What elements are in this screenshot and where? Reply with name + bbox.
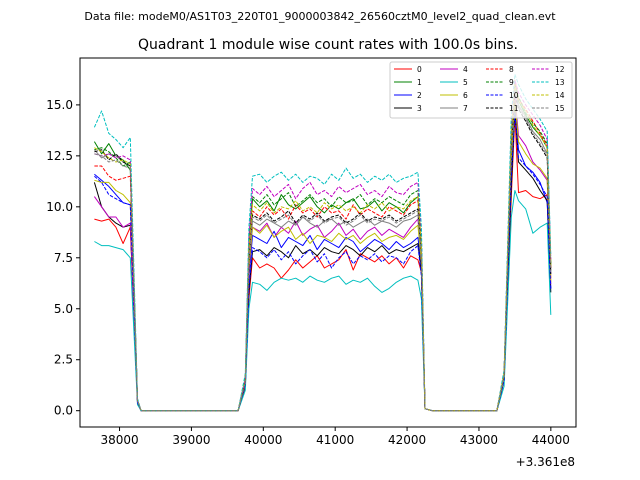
x-tick-label: 43000 (460, 433, 498, 447)
x-tick-label: 38000 (100, 433, 138, 447)
chart-title: Quadrant 1 module wise count rates with … (138, 37, 518, 53)
series-line-15 (94, 90, 552, 412)
legend-label-4: 4 (463, 65, 468, 74)
x-tick-label: 41000 (316, 433, 354, 447)
legend-label-7: 7 (463, 104, 468, 113)
legend-label-11: 11 (509, 104, 519, 113)
legend-label-6: 6 (463, 91, 468, 100)
legend-label-0: 0 (417, 65, 422, 74)
legend-label-15: 15 (555, 104, 565, 113)
x-tick-label: 44000 (532, 433, 570, 447)
data-file-suptitle: Data file: modeM0/AS1T03_220T01_90000038… (84, 10, 556, 23)
y-tick-label: 0.0 (54, 404, 73, 418)
axes-frame (79, 57, 577, 428)
plot-area (80, 58, 576, 427)
x-tick-label: 39000 (172, 433, 210, 447)
legend-box (389, 61, 573, 119)
legend-label-5: 5 (463, 78, 468, 87)
x-offset-label: +3.361e8 (516, 455, 575, 469)
x-tick-label: 42000 (388, 433, 426, 447)
y-tick-label: 10.0 (46, 200, 73, 214)
legend-label-3: 3 (417, 104, 422, 113)
legend-label-14: 14 (555, 91, 565, 100)
plot-background (80, 58, 576, 427)
legend-label-12: 12 (555, 65, 565, 74)
x-axis: 38000 39000 40000 41000 42000 43000 44000 (100, 427, 570, 447)
y-tick-label: 12.5 (46, 149, 73, 163)
y-tick-label: 2.5 (54, 353, 73, 367)
legend-label-2: 2 (417, 91, 422, 100)
x-tick-label: 40000 (244, 433, 282, 447)
legend-label-13: 13 (555, 78, 565, 87)
series-lines (93, 73, 552, 412)
y-tick-label: 7.5 (54, 251, 73, 265)
legend-label-1: 1 (417, 78, 422, 87)
y-axis: 0.0 2.5 5.0 7.5 10.0 12.5 15.0 (46, 98, 80, 418)
legend-label-8: 8 (509, 65, 514, 74)
y-tick-label: 15.0 (46, 98, 73, 112)
y-tick-label: 5.0 (54, 302, 73, 316)
legend-label-9: 9 (509, 78, 514, 87)
legend-label-10: 10 (509, 91, 519, 100)
